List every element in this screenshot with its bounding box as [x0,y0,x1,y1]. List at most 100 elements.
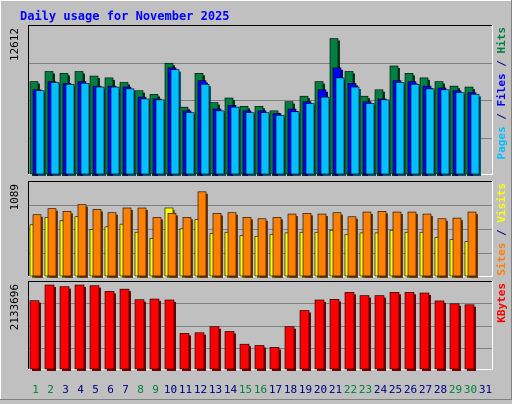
x-tick-label-day-18: 18 [284,383,297,396]
legend-entry: KBytes [495,283,508,323]
bar-pages-day-21 [335,77,346,176]
bar-sites-day-21-body [332,212,342,277]
bar-kbytes-day-24 [374,295,386,371]
bar-pages-day-14 [230,106,241,176]
bar-pages-day-8 [140,98,151,176]
bar-kbytes-day-21-body [329,299,340,370]
bar-kbytes-day-4-body [74,284,85,370]
bar-kbytes-day-19 [299,310,311,371]
bar-kbytes-day-27-body [419,292,430,370]
x-tick-label-day-24: 24 [374,383,388,396]
bar-pages-day-29 [455,92,466,176]
bar-sites-day-11 [182,217,193,278]
legend-entry: / [495,54,508,74]
bar-sites-day-30 [467,211,478,278]
bar-kbytes-day-18 [284,326,296,371]
bar-pages-day-23 [365,103,376,176]
bar-pages-day-19-body [305,103,315,175]
bar-sites-day-10 [167,213,178,278]
bar-sites-day-12 [197,191,208,278]
bar-sites-day-20-body [317,213,327,277]
bar-sites-day-21 [332,212,343,278]
bar-pages-day-29-body [455,92,465,175]
bar-sites-day-13 [212,213,223,278]
bar-kbytes-day-20 [314,299,326,371]
bar-pages-day-26-body [410,83,420,175]
bar-sites-day-23-body [362,211,372,277]
bar-sites-day-23 [362,211,373,278]
bar-kbytes-day-22 [344,292,356,371]
bar-pages-day-22 [350,86,361,176]
bar-kbytes-day-1 [29,300,41,371]
bar-sites-day-3 [62,211,73,278]
x-tick-label-day-2: 2 [47,383,54,396]
bar-kbytes-day-20-body [314,299,325,370]
bar-sites-day-17-body [272,217,282,277]
bar-kbytes-day-28 [434,300,446,371]
x-tick-label-day-19: 19 [299,383,312,396]
chart-panels: 12612 Pages / Files / Hits 1089 Sites / Vis… [8,25,508,371]
x-tick-label-day-26: 26 [404,383,417,396]
x-axis-labels: 1 2 3 4 5 6 7 8 9 10 11 12 13 14 15 16 17 18 19 20 21 22 23 24 2… [32,383,492,396]
bar-sites-day-3-body [62,211,72,277]
x-tick-label-day-13: 13 [209,383,222,396]
bar-kbytes-day-26 [404,292,416,371]
bar-sites-day-13-body [212,213,222,277]
bar-sites-day-4-body [77,204,87,277]
panel-visits-sites: 1089 Sites / Visits [8,181,508,278]
legend-entry: Visits [495,183,508,223]
bar-pages-day-10 [170,69,181,176]
x-tick-label-day-4: 4 [77,383,84,396]
bar-pages-day-17 [275,115,286,176]
bar-sites-day-8 [137,207,148,278]
x-tick-label-day-12: 12 [194,383,207,396]
bar-pages-day-18 [290,111,301,176]
bar-pages-day-20-body [320,96,330,175]
bar-kbytes-day-29-body [449,303,460,370]
bar-kbytes-day-23-body [359,295,370,370]
bar-kbytes-day-30-body [464,304,475,370]
bar-sites-day-14 [227,212,238,278]
bar-sites-day-27-body [422,213,432,277]
x-tick-label-day-29: 29 [449,383,462,396]
bar-pages-day-21-body [335,77,345,175]
legend-entry: Sites [495,243,508,276]
bar-sites-day-7 [122,207,133,278]
bar-sites-day-18-body [287,213,297,277]
bar-pages-day-28 [440,89,451,176]
bar-pages-day-10-body [170,69,180,175]
bar-sites-day-1 [32,214,43,278]
bar-pages-day-28-body [440,89,450,175]
bar-kbytes-day-9-body [149,298,160,370]
bar-sites-day-18 [287,213,298,278]
bar-sites-day-24 [377,211,388,278]
bar-pages-day-4 [80,83,91,176]
bar-pages-day-27 [425,88,436,176]
bar-pages-day-16 [260,112,271,176]
bar-pages-day-24-body [380,99,390,175]
bar-kbytes-day-25-body [389,292,400,370]
bar-sites-day-26-body [407,211,417,277]
bar-pages-day-7-body [125,88,135,175]
bar-kbytes-day-12 [194,332,206,371]
bar-sites-day-27 [422,213,433,278]
bar-sites-day-20 [317,213,328,278]
bar-sites-day-29-body [452,217,462,277]
bar-pages-day-5 [95,86,106,176]
bar-sites-day-12-body [197,191,207,277]
bar-kbytes-day-4 [74,284,86,371]
bar-kbytes-day-1-body [29,300,40,370]
x-tick-label-day-10: 10 [164,383,177,396]
bar-sites-day-22-body [347,216,357,277]
bar-pages-day-1-body [35,90,45,175]
x-tick-label-day-21: 21 [329,383,342,396]
bar-kbytes-day-30 [464,304,476,371]
bar-sites-day-5-body [92,209,102,277]
bar-pages-day-15-body [245,112,255,175]
bar-sites-day-9 [152,217,163,278]
bar-pages-day-11 [185,112,196,176]
bar-sites-day-24-body [377,211,387,277]
bar-pages-day-17-body [275,115,285,175]
bar-kbytes-day-9 [149,298,161,371]
